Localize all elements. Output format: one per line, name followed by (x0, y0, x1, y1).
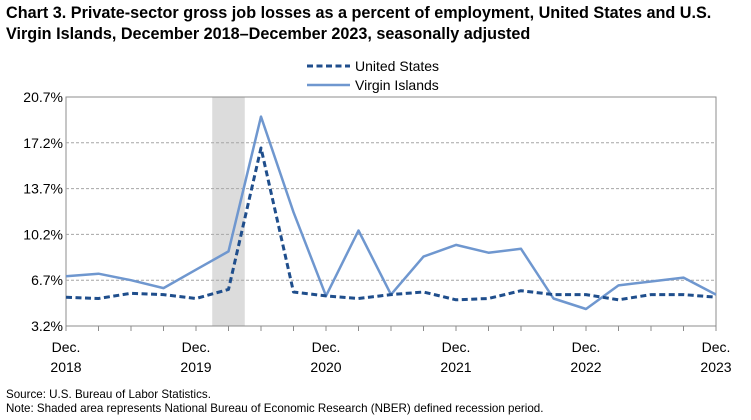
plot-frame (65, 96, 717, 327)
chart-title: Chart 3. Private-sector gross job losses… (6, 4, 712, 43)
x-tick-year-label: 2021 (440, 359, 471, 375)
source-note: Source: U.S. Bureau of Labor Statistics. (6, 388, 211, 401)
axes: 3.2% 6.7% 10.2% 13.7% 17.2% 20.7% Dec. 2018 Dec.… (23, 89, 731, 375)
x-tick-month-label: Dec. (572, 339, 601, 355)
x-tick-year-label: 2022 (570, 359, 601, 375)
series-lines (65, 115, 717, 311)
legend: United States Virgin Islands (307, 58, 439, 93)
x-tick-month-label: Dec. (442, 339, 471, 355)
x-tick-month-label: Dec. (312, 339, 341, 355)
y-tick-label: 13.7% (23, 181, 63, 197)
x-tick-year-label: 2023 (700, 359, 731, 375)
y-tick-label: 17.2% (23, 135, 63, 151)
gridlines (66, 142, 716, 281)
x-tick-month-label: Dec. (182, 339, 211, 355)
y-tick-label: 6.7% (31, 272, 63, 288)
x-tick-month-label: Dec. (52, 339, 81, 355)
x-tick-month-label: Dec. (702, 339, 731, 355)
x-tick-year-label: 2019 (180, 359, 211, 375)
legend-label-virgin-islands: Virgin Islands (355, 77, 439, 93)
y-tick-label: 20.7% (23, 89, 63, 105)
x-tick-year-label: 2018 (50, 359, 81, 375)
x-tick-year-label: 2020 (310, 359, 341, 375)
legend-label-united-states: United States (355, 58, 439, 74)
plot-area (65, 96, 717, 327)
y-tick-label: 10.2% (23, 226, 63, 242)
y-tick-label: 3.2% (31, 318, 63, 334)
recession-note: Note: Shaded area represents National Bu… (6, 402, 544, 415)
united-states-series-line (65, 146, 717, 302)
